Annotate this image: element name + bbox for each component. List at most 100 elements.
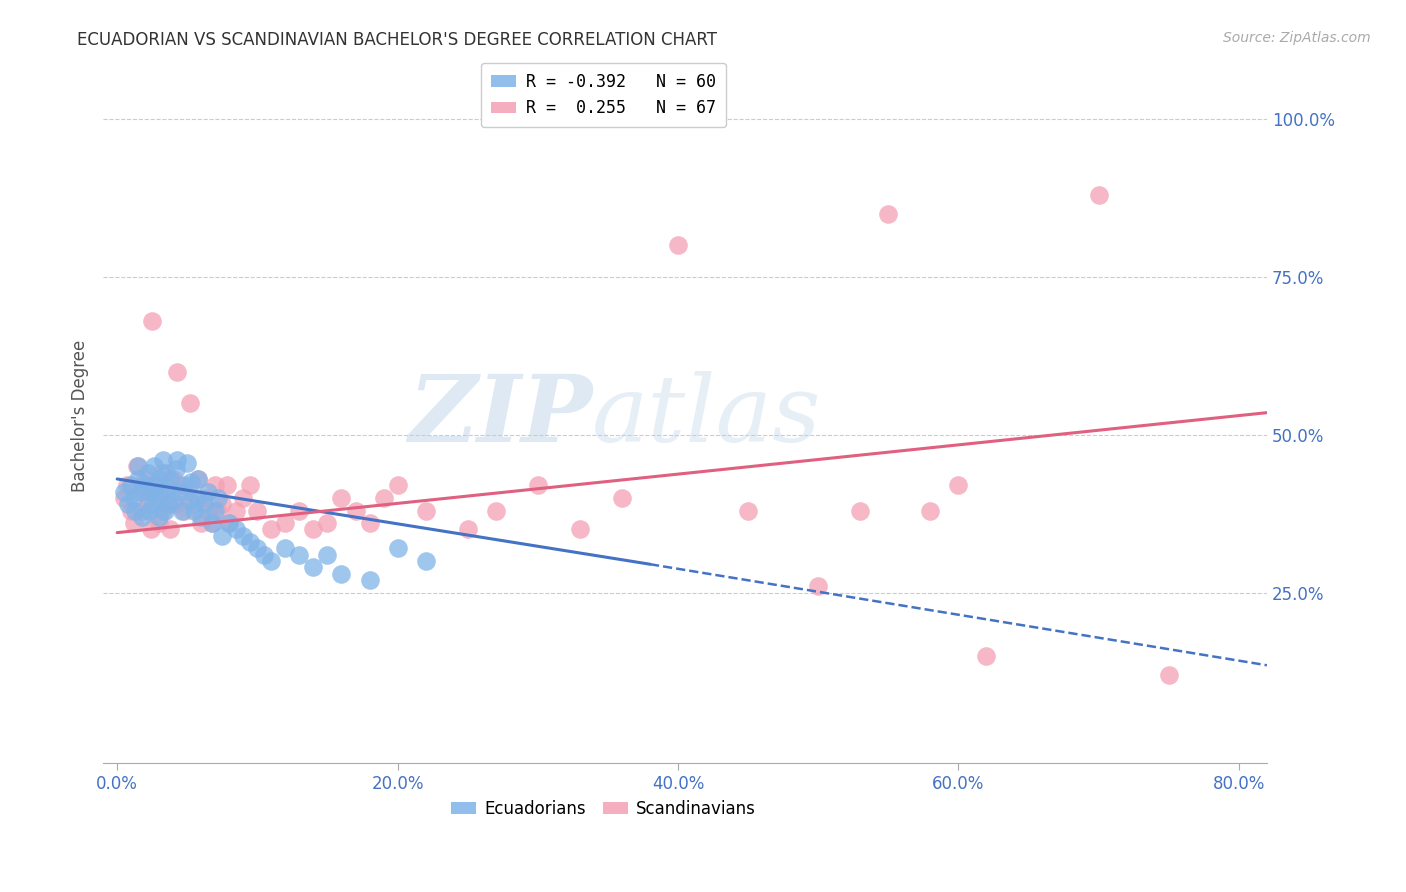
Point bbox=[187, 472, 209, 486]
Point bbox=[122, 516, 145, 531]
Point bbox=[156, 497, 179, 511]
Point bbox=[128, 484, 150, 499]
Point bbox=[186, 491, 208, 505]
Point bbox=[190, 509, 212, 524]
Text: atlas: atlas bbox=[592, 371, 821, 461]
Point bbox=[159, 523, 181, 537]
Point bbox=[197, 503, 219, 517]
Point bbox=[136, 466, 159, 480]
Point bbox=[239, 478, 262, 492]
Point bbox=[141, 314, 163, 328]
Point bbox=[877, 207, 900, 221]
Point bbox=[246, 541, 269, 556]
Point bbox=[153, 503, 176, 517]
Point bbox=[124, 503, 146, 517]
Point bbox=[173, 478, 195, 492]
Point bbox=[165, 497, 187, 511]
Point bbox=[239, 535, 262, 549]
Point bbox=[162, 494, 184, 508]
Point bbox=[183, 503, 205, 517]
Point bbox=[139, 484, 162, 499]
Point bbox=[112, 484, 135, 499]
Point bbox=[169, 484, 191, 499]
Point bbox=[197, 484, 219, 499]
Point bbox=[201, 516, 224, 531]
Point bbox=[176, 456, 198, 470]
Point bbox=[166, 365, 188, 379]
Point bbox=[145, 478, 167, 492]
Point bbox=[610, 491, 633, 505]
Point bbox=[159, 472, 181, 486]
Point bbox=[148, 516, 170, 531]
Point bbox=[232, 529, 254, 543]
Point bbox=[316, 516, 339, 531]
Point bbox=[169, 478, 191, 492]
Point bbox=[173, 503, 195, 517]
Point bbox=[155, 484, 177, 499]
Point bbox=[387, 478, 409, 492]
Point bbox=[260, 523, 283, 537]
Point bbox=[288, 548, 311, 562]
Point bbox=[204, 478, 226, 492]
Point bbox=[120, 478, 142, 492]
Point bbox=[155, 466, 177, 480]
Point bbox=[131, 484, 153, 499]
Point bbox=[120, 503, 142, 517]
Point bbox=[134, 472, 156, 486]
Point bbox=[152, 453, 174, 467]
Point bbox=[274, 516, 297, 531]
Point bbox=[193, 497, 215, 511]
Point bbox=[232, 491, 254, 505]
Point bbox=[136, 491, 159, 505]
Point bbox=[225, 503, 247, 517]
Point bbox=[179, 396, 201, 410]
Point bbox=[134, 478, 156, 492]
Point bbox=[125, 459, 148, 474]
Point bbox=[127, 459, 149, 474]
Point bbox=[737, 503, 759, 517]
Point bbox=[150, 466, 173, 480]
Point bbox=[148, 509, 170, 524]
Point bbox=[274, 541, 297, 556]
Y-axis label: Bachelor's Degree: Bachelor's Degree bbox=[72, 340, 89, 492]
Point bbox=[187, 472, 209, 486]
Point bbox=[204, 503, 226, 517]
Point bbox=[156, 497, 179, 511]
Point bbox=[373, 491, 395, 505]
Point bbox=[485, 503, 508, 517]
Point bbox=[190, 516, 212, 531]
Point bbox=[166, 453, 188, 467]
Point bbox=[666, 238, 689, 252]
Point bbox=[127, 472, 149, 486]
Point bbox=[1087, 187, 1109, 202]
Point bbox=[344, 503, 367, 517]
Point bbox=[143, 497, 166, 511]
Point bbox=[207, 491, 229, 505]
Point bbox=[457, 523, 479, 537]
Point bbox=[359, 573, 381, 587]
Point bbox=[218, 516, 240, 531]
Point bbox=[207, 503, 229, 517]
Point bbox=[807, 579, 830, 593]
Point bbox=[218, 516, 240, 531]
Point bbox=[180, 475, 202, 490]
Point bbox=[145, 491, 167, 505]
Point bbox=[141, 497, 163, 511]
Point bbox=[215, 478, 238, 492]
Point bbox=[225, 523, 247, 537]
Point bbox=[112, 491, 135, 505]
Point bbox=[211, 529, 233, 543]
Point bbox=[131, 503, 153, 517]
Point bbox=[976, 648, 998, 663]
Point bbox=[415, 554, 437, 568]
Point bbox=[849, 503, 872, 517]
Point bbox=[316, 548, 339, 562]
Point bbox=[143, 478, 166, 492]
Point bbox=[246, 503, 269, 517]
Point bbox=[150, 484, 173, 499]
Point bbox=[415, 503, 437, 517]
Point bbox=[359, 516, 381, 531]
Point bbox=[165, 462, 187, 476]
Point bbox=[526, 478, 548, 492]
Point bbox=[117, 497, 139, 511]
